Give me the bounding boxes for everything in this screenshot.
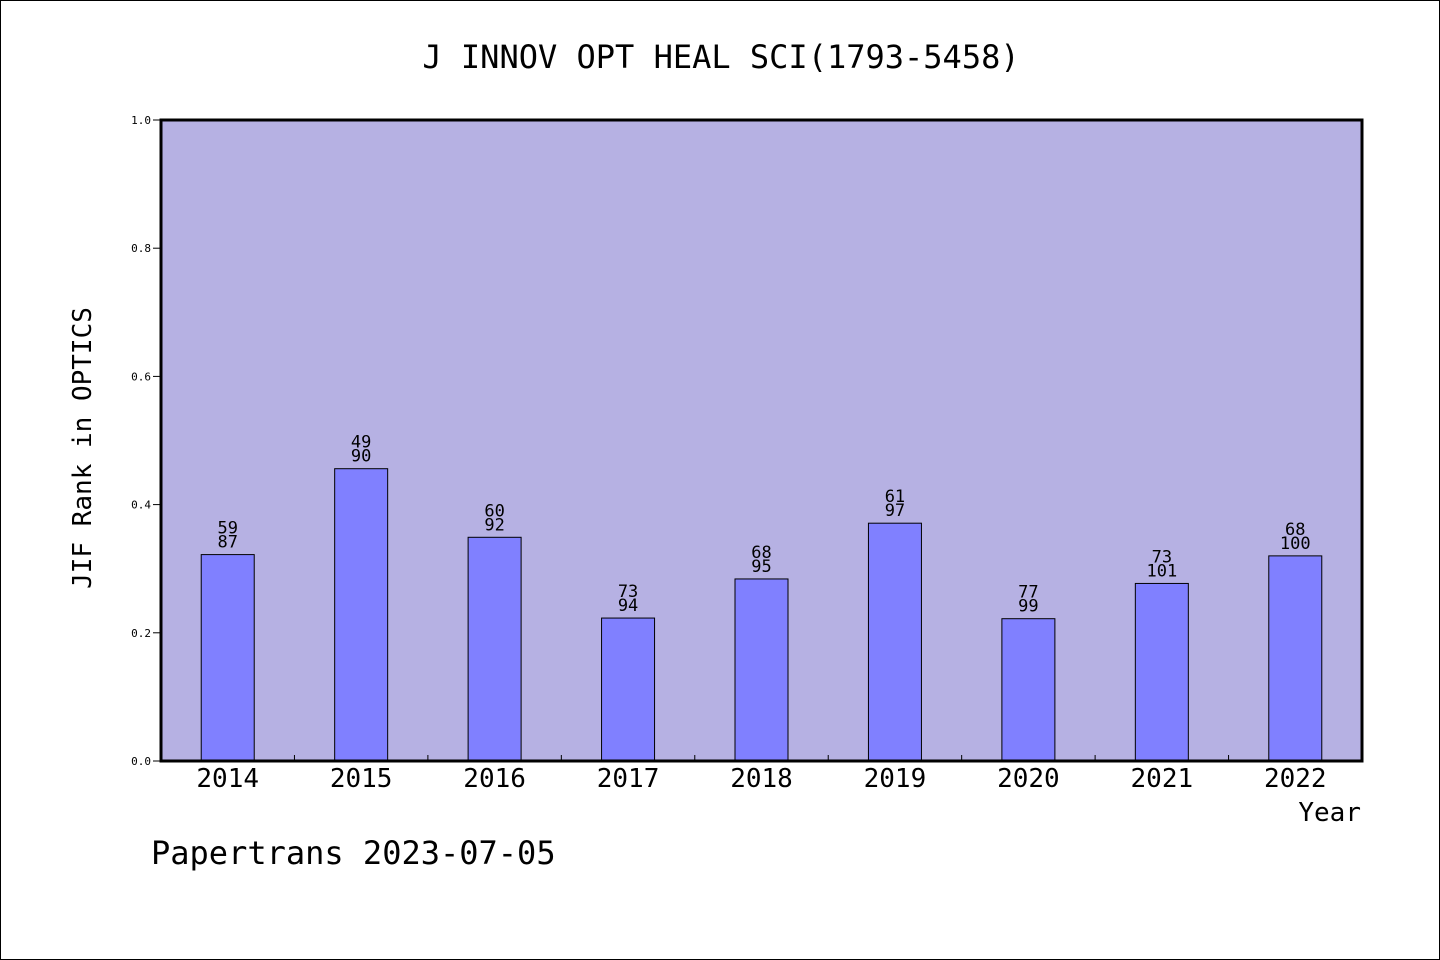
bar-2021 [1134, 582, 1189, 762]
total-label-2020: 99 [1018, 597, 1038, 617]
rank-label-2017: 73 [618, 582, 638, 602]
rank-label-2014: 59 [217, 519, 237, 539]
y-tick-label-0.8: 0.8 [131, 242, 151, 255]
x-tick-label-2016: 2016 [463, 764, 526, 794]
bar-2022 [1268, 555, 1323, 762]
x-axis-label: Year [1298, 798, 1361, 828]
x-tick-label-2020: 2020 [997, 764, 1060, 794]
bar-2015 [334, 468, 389, 762]
x-tick-label-2018: 2018 [730, 764, 793, 794]
ticks-layer: 2014 2015 2016 2017 2018 2019 2020 2021 2022 0.0 0… [131, 114, 1326, 794]
bar-2017 [601, 617, 656, 762]
y-tick-label-0.2: 0.2 [131, 627, 151, 640]
total-label-2016: 92 [484, 515, 504, 535]
y-tick-label-1.0: 1.0 [131, 114, 151, 127]
rank-label-2018: 68 [751, 543, 771, 563]
rank-label-2022: 68 [1285, 520, 1305, 540]
rank-label-2021: 73 [1152, 547, 1172, 567]
x-tick-label-2014: 2014 [196, 764, 259, 794]
total-label-2015: 90 [351, 447, 371, 467]
y-axis-label: JIF Rank in OPTICS [68, 307, 98, 589]
chart-title: J INNOV OPT HEAL SCI(1793-5458) [422, 38, 1019, 76]
y-tick-label-0.4: 0.4 [131, 499, 151, 512]
rank-label-2015: 49 [351, 433, 371, 453]
total-label-2019: 97 [885, 501, 905, 521]
bars-layer [200, 468, 1323, 762]
rank-label-2019: 61 [885, 487, 905, 507]
bar-2020 [1001, 618, 1056, 762]
x-tick-label-2021: 2021 [1131, 764, 1194, 794]
plot-frame [159, 118, 1364, 763]
y-tick-label-0.6: 0.6 [131, 370, 151, 383]
bar-2014 [200, 554, 255, 762]
x-tick-label-2015: 2015 [330, 764, 393, 794]
x-tick-label-2022: 2022 [1264, 764, 1327, 794]
total-label-2014: 87 [217, 533, 237, 553]
x-tick-label-2019: 2019 [864, 764, 927, 794]
rank-label-2020: 77 [1018, 583, 1038, 603]
total-label-2018: 95 [751, 557, 771, 577]
y-tick-label-0.0: 0.0 [131, 755, 151, 768]
total-label-2017: 94 [618, 596, 638, 616]
total-label-2022: 100 [1280, 534, 1311, 554]
bar-2016 [467, 536, 522, 762]
x-tick-label-2017: 2017 [597, 764, 660, 794]
total-label-2021: 101 [1146, 561, 1177, 581]
bar-2018 [734, 578, 789, 762]
watermark-text: Papertrans 2023-07-05 [151, 834, 556, 872]
rank-label-2016: 60 [484, 501, 504, 521]
bar-2019 [867, 522, 922, 762]
